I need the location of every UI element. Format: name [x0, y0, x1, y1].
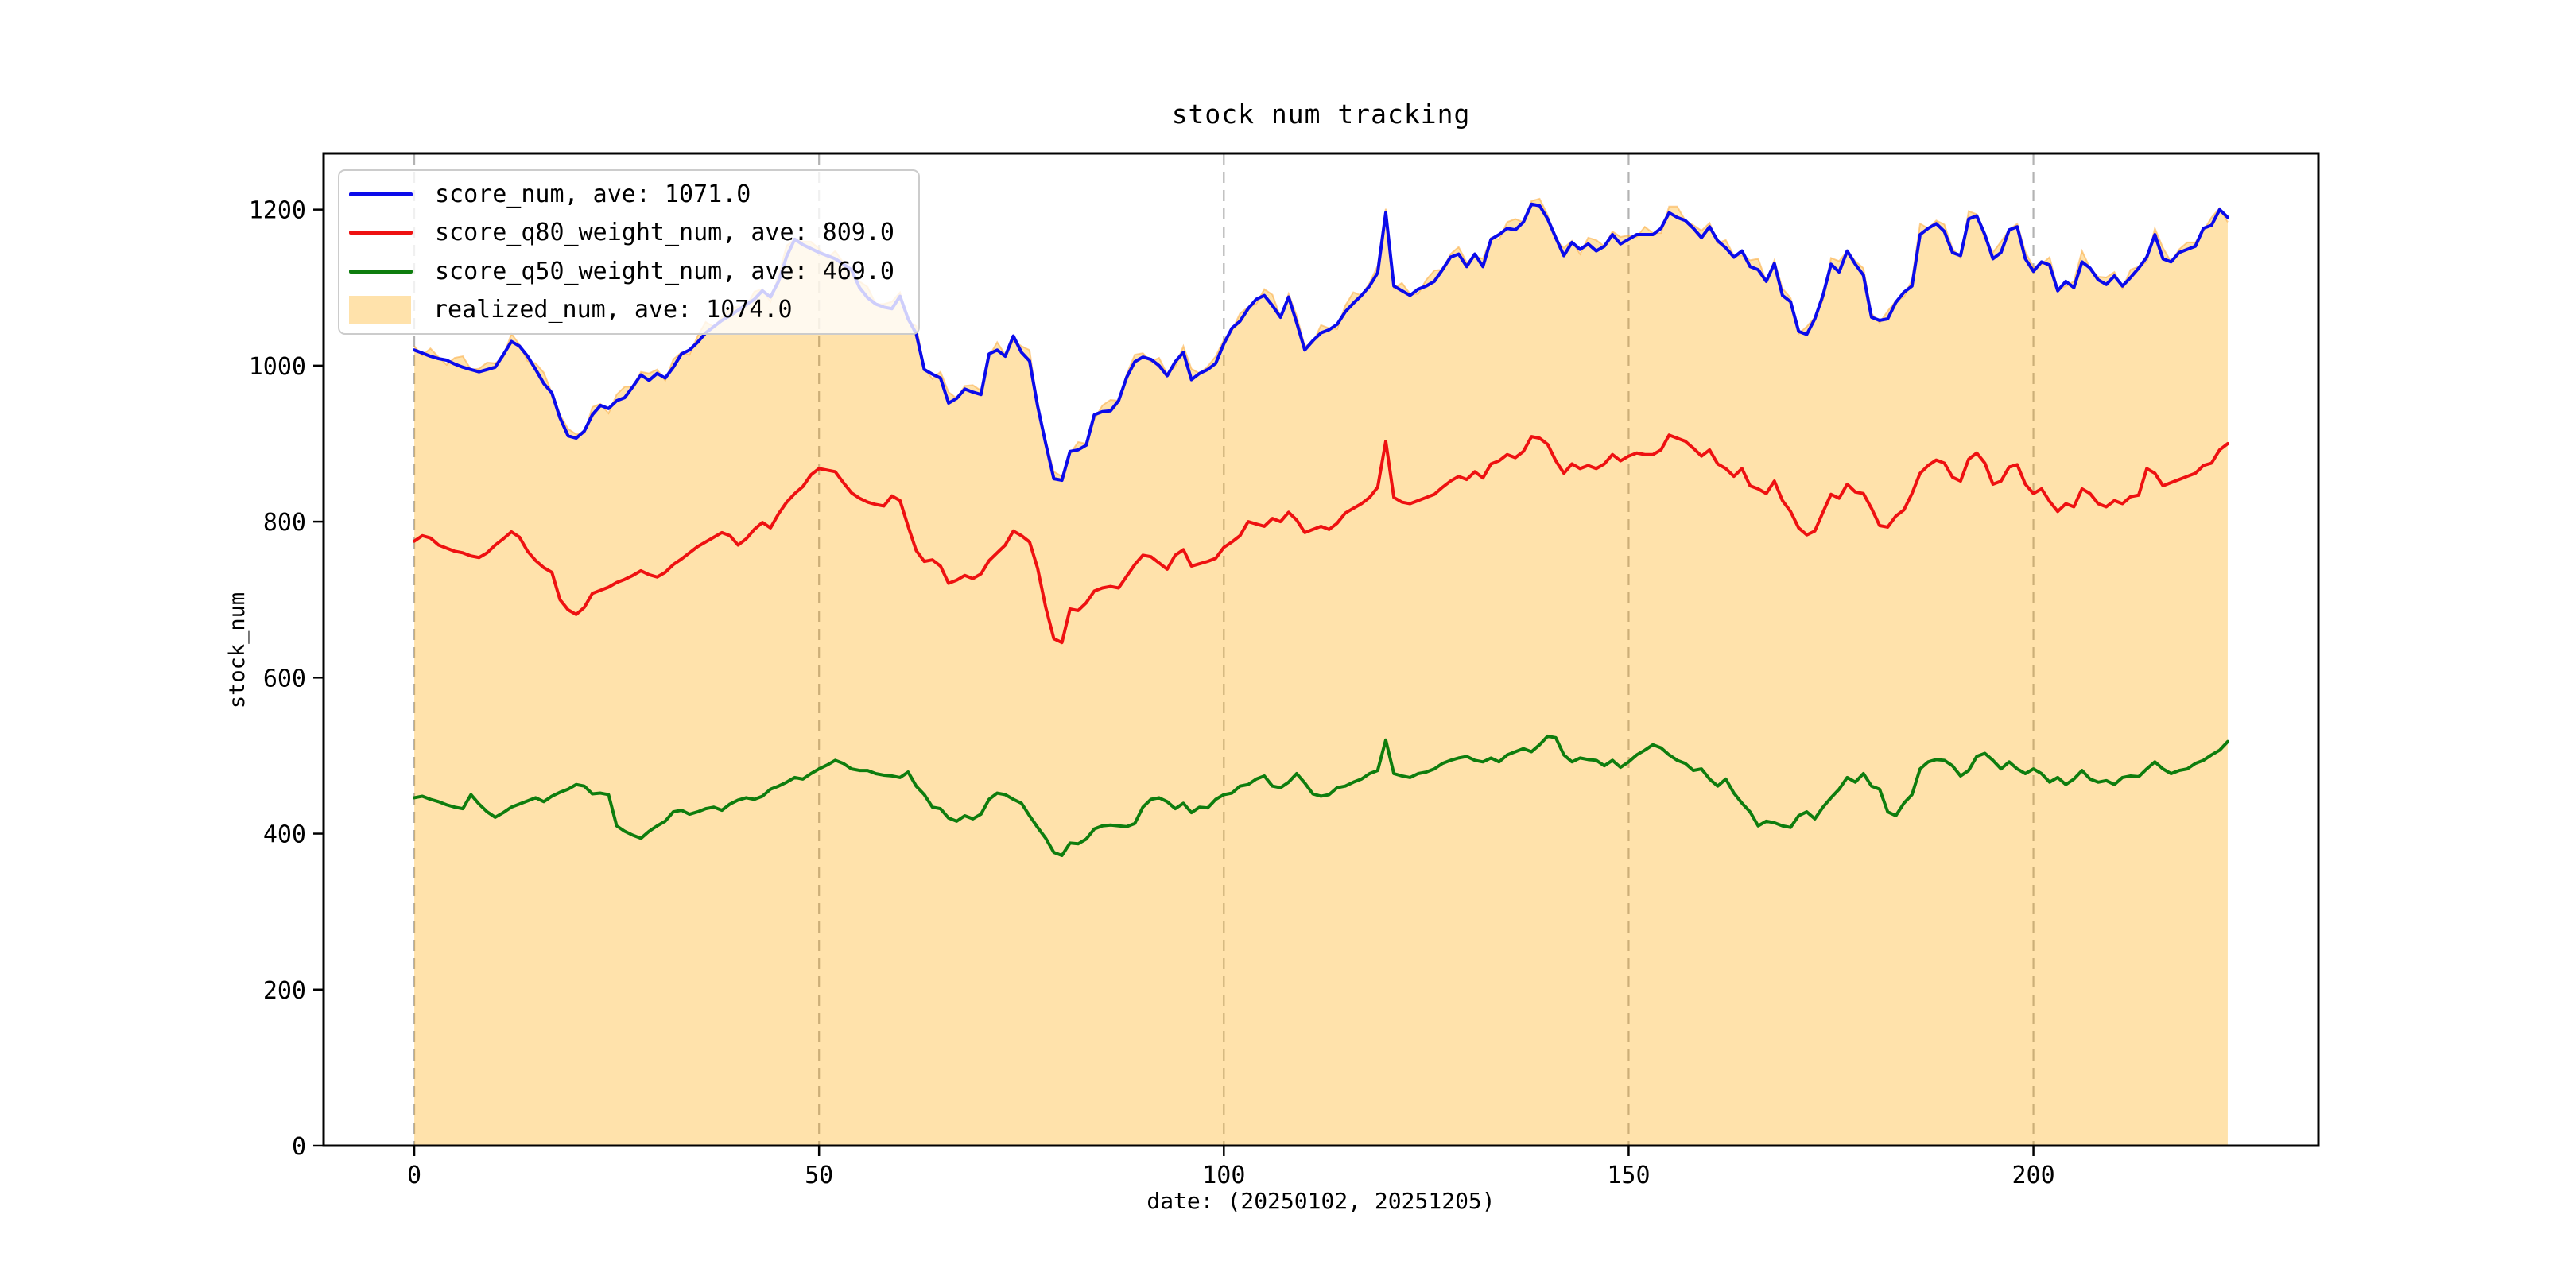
y-tick-label: 200 — [263, 977, 306, 1005]
legend-swatch-line — [349, 192, 413, 196]
plot-border — [322, 152, 2320, 1147]
y-axis-label: stock_num — [225, 592, 250, 709]
legend-label: score_q80_weight_num, ave: 809.0 — [435, 219, 894, 247]
y-tick-label: 0 — [292, 1133, 306, 1161]
x-tick-label: 150 — [1607, 1162, 1650, 1189]
legend-label: realized_num, ave: 1074.0 — [433, 296, 793, 324]
y-tick-label: 600 — [263, 665, 306, 692]
x-tick-label: 200 — [2012, 1162, 2054, 1189]
x-tick-label: 50 — [805, 1162, 833, 1189]
y-tick-label: 1000 — [249, 353, 306, 381]
legend-item: realized_num, ave: 1074.0 — [349, 292, 912, 328]
chart-title: stock num tracking — [1171, 99, 1471, 130]
y-tick-label: 400 — [263, 821, 306, 849]
legend-swatch-line — [349, 269, 413, 274]
x-axis-label: date: (20250102, 20251205) — [1146, 1188, 1496, 1214]
x-tick-label: 100 — [1202, 1162, 1245, 1189]
legend-item: score_num, ave: 1071.0 — [349, 176, 912, 212]
realized-area — [414, 198, 2228, 1146]
x-tick-label: 0 — [407, 1162, 421, 1189]
series-line-score_q50_weight_num — [413, 734, 2229, 858]
legend: score_num, ave: 1071.0 score_q80_weight_n… — [338, 169, 920, 335]
y-tick-label: 800 — [263, 509, 306, 537]
legend-label: score_num, ave: 1071.0 — [435, 180, 751, 208]
legend-label: score_q50_weight_num, ave: 469.0 — [435, 257, 894, 285]
legend-item: score_q50_weight_num, ave: 469.0 — [349, 253, 912, 289]
legend-swatch-patch — [349, 295, 411, 324]
series-line-score_q80_weight_num — [413, 433, 2229, 645]
legend-swatch-line — [349, 231, 413, 235]
legend-item: score_q80_weight_num, ave: 809.0 — [349, 215, 912, 251]
y-tick-label: 1200 — [249, 197, 306, 225]
